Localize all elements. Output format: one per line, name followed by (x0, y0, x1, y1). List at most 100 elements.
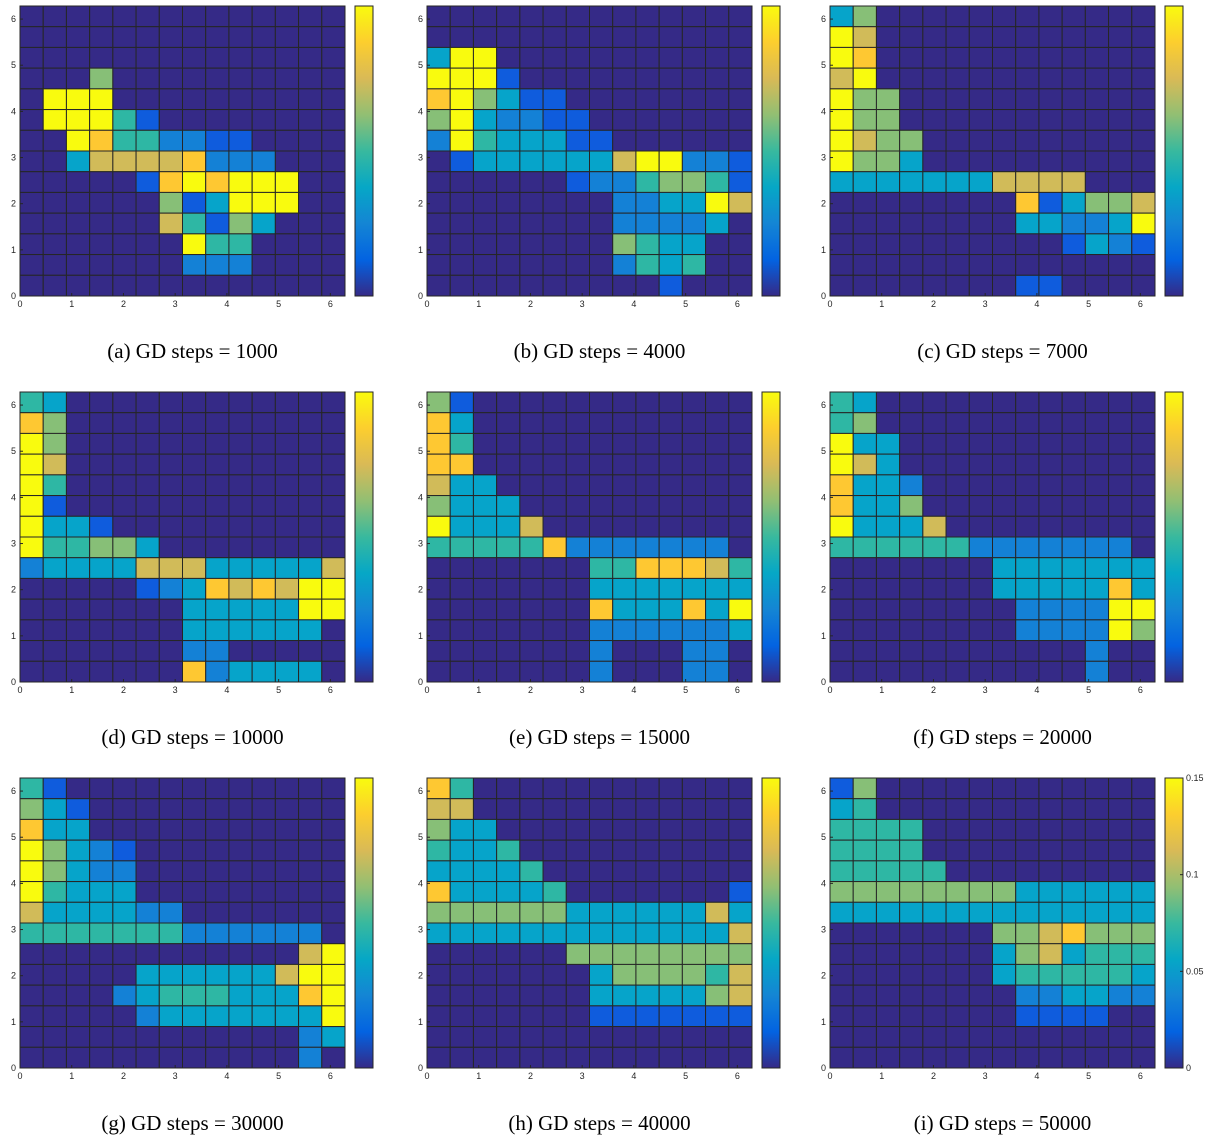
panel-caption: (h) GD steps = 40000 (508, 1111, 690, 1135)
heatmap-cell (945, 432, 970, 455)
heatmap-cell (658, 984, 683, 1007)
heatmap-cell (112, 839, 137, 862)
heatmap-cell (298, 881, 323, 903)
heatmap-cell (829, 171, 854, 193)
heatmap-cell (298, 1046, 323, 1069)
heatmap-cell (1084, 67, 1110, 90)
heatmap-cell (321, 536, 346, 559)
heatmap-cell (228, 963, 253, 986)
heatmap-cell (65, 412, 91, 434)
heatmap-cell (205, 453, 230, 476)
heatmap-cell (852, 901, 877, 924)
heatmap-cell (922, 1026, 947, 1048)
heatmap-cell (612, 922, 637, 945)
heatmap-cell (274, 67, 300, 90)
heatmap-cell (728, 88, 753, 111)
heatmap-cell (875, 212, 901, 235)
heatmap-cell (728, 557, 753, 579)
heatmap-cell (1131, 254, 1156, 276)
heatmap-cell (1015, 254, 1040, 276)
heatmap-cell (496, 254, 521, 276)
heatmap-cell (449, 922, 474, 945)
y-tick-label: 6 (418, 14, 423, 24)
heatmap-cell (945, 984, 970, 1007)
heatmap-cell (426, 818, 451, 841)
heatmap-cell (449, 1005, 474, 1028)
heatmap-cell (472, 943, 498, 965)
x-tick-label: 3 (580, 1071, 585, 1081)
heatmap-cell (19, 963, 44, 986)
heatmap-cell (158, 191, 184, 214)
heatmap-cell (899, 212, 924, 235)
heatmap-cell (426, 536, 451, 559)
heatmap-cell (158, 818, 184, 841)
heatmap-cell (1015, 453, 1040, 476)
colorbar (761, 777, 781, 1069)
heatmap-cell (968, 171, 993, 193)
heatmap-cell (112, 963, 137, 986)
heatmap-cell (1084, 5, 1110, 28)
y-tick-label: 0 (821, 1063, 826, 1073)
heatmap-cell (542, 798, 567, 820)
heatmap-cell (496, 432, 521, 455)
heatmap-cell (1084, 191, 1110, 214)
heatmap-cell (992, 171, 1017, 193)
heatmap-cell (589, 191, 614, 214)
heatmap-cell (681, 171, 707, 193)
heatmap-cell (426, 474, 451, 497)
heatmap-cell (135, 1026, 160, 1048)
heatmap-cell (321, 495, 346, 517)
heatmap-cell (519, 109, 544, 131)
heatmap-cell (565, 943, 590, 965)
heatmap-cell (728, 798, 753, 820)
heatmap-cell (728, 150, 753, 173)
heatmap-cell (472, 557, 498, 579)
heatmap-cell (658, 640, 683, 662)
heatmap-cell (251, 640, 276, 662)
heatmap-cell (135, 212, 160, 235)
heatmap-cell (829, 943, 854, 965)
heatmap-cell (298, 619, 323, 642)
heatmap-cell (1015, 640, 1040, 662)
heatmap-cell (612, 391, 637, 414)
heatmap-cell (112, 474, 137, 497)
heatmap-cell (65, 495, 91, 517)
heatmap-cell (728, 922, 753, 945)
heatmap-cell (251, 67, 276, 90)
heatmap-cell (705, 46, 730, 69)
heatmap-cell (875, 274, 901, 297)
heatmap-cell (182, 536, 207, 559)
heatmap-cell (829, 26, 854, 48)
heatmap-cell (875, 839, 901, 862)
heatmap-cell (1015, 1026, 1040, 1048)
heatmap-cell (945, 171, 970, 193)
heatmap-cell (852, 191, 877, 214)
heatmap-cell (852, 171, 877, 193)
heatmap-cell (298, 577, 323, 600)
heatmap-cell (274, 171, 300, 193)
heatmap-cell (542, 577, 567, 600)
heatmap-cell (875, 660, 901, 683)
heatmap-cell (922, 391, 947, 414)
heatmap-cell (1131, 474, 1156, 497)
heatmap-cell (321, 254, 346, 276)
heatmap-cell (829, 233, 854, 256)
heatmap-cell (1084, 46, 1110, 69)
heatmap-cell (968, 212, 993, 235)
heatmap-cell (728, 254, 753, 276)
heatmap-cell (65, 798, 91, 820)
heatmap-cell (612, 67, 637, 90)
heatmap-cell (112, 391, 137, 414)
heatmap-cell (19, 839, 44, 862)
heatmap-cell (612, 901, 637, 924)
heatmap-cell (728, 777, 753, 800)
heatmap-cell (1108, 432, 1133, 455)
heatmap-cell (565, 495, 590, 517)
heatmap-cell (968, 274, 993, 297)
heatmap-cell (321, 881, 346, 903)
heatmap-cell (992, 943, 1017, 965)
heatmap-cell (19, 67, 44, 90)
heatmap-cell (426, 577, 451, 600)
x-tick-label: 4 (631, 685, 636, 695)
heatmap-cell (1061, 274, 1086, 297)
